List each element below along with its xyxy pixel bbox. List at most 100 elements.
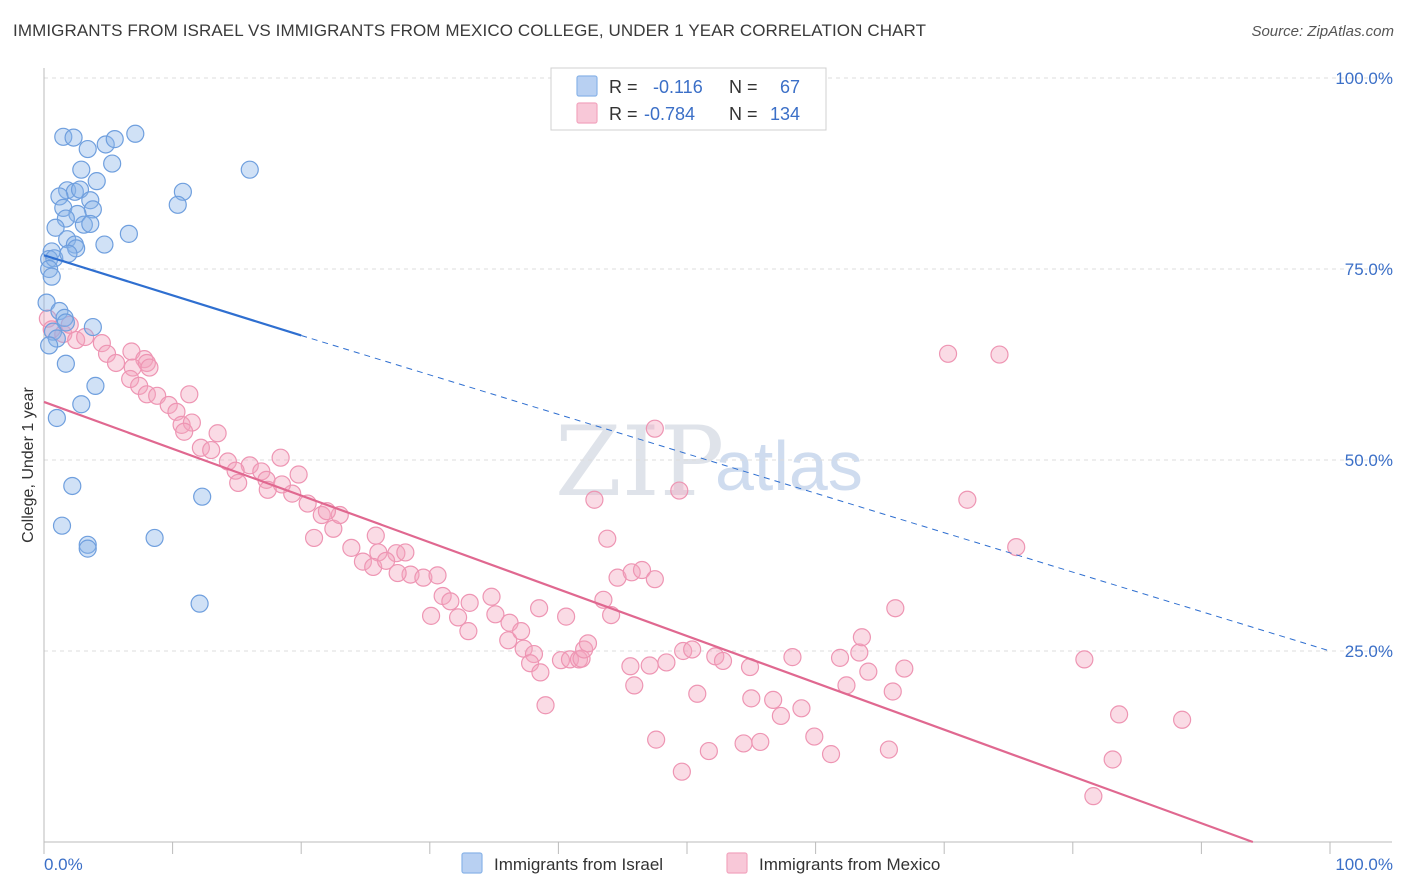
- israel-point: [83, 317, 102, 337]
- mexico-point: [850, 643, 869, 662]
- trend-lines: [43, 254, 1331, 844]
- mexico-point: [342, 538, 361, 557]
- mexico-point: [1109, 705, 1129, 724]
- mexico-point: [990, 345, 1009, 364]
- israel-point: [96, 135, 115, 154]
- mexico-point: [598, 529, 617, 548]
- mexico-point: [883, 682, 902, 701]
- israel-point: [68, 204, 87, 224]
- mexico-point: [121, 369, 140, 389]
- mexico-point: [414, 568, 433, 587]
- mexico-point: [182, 413, 201, 432]
- mexico-point: [632, 560, 652, 580]
- series-legend: Immigrants from Israel Immigrants from M…: [461, 852, 940, 874]
- israel-point: [126, 124, 145, 143]
- mexico-point: [304, 528, 324, 548]
- mexico-point: [699, 741, 718, 761]
- israel-point: [52, 516, 72, 535]
- mexico-point: [859, 662, 878, 681]
- mexico-point: [175, 422, 194, 441]
- mexico-point: [140, 358, 159, 377]
- mexico-point: [585, 490, 604, 509]
- israel-point: [47, 408, 66, 428]
- mexico-point: [657, 653, 676, 672]
- x-tick-label: 100.0%: [1335, 855, 1393, 874]
- mexico-point: [751, 732, 770, 752]
- israel-point: [193, 487, 212, 506]
- israel-point: [72, 395, 91, 414]
- mexico-point: [578, 634, 598, 653]
- mexico-point: [734, 734, 753, 753]
- mexico-point: [460, 593, 479, 612]
- mexico-point: [938, 344, 958, 363]
- israel-point: [95, 235, 114, 254]
- mexico-point: [530, 599, 549, 618]
- chart-title: IMMIGRANTS FROM ISRAEL VS IMMIGRANTS FRO…: [13, 21, 927, 40]
- israel-point: [56, 354, 75, 373]
- y-tick-label: 75.0%: [1345, 260, 1393, 279]
- israel-point: [56, 313, 75, 332]
- mexico-point: [524, 644, 544, 664]
- mexico-point: [683, 640, 702, 659]
- mexico-point: [271, 448, 290, 467]
- israel-point: [78, 539, 97, 558]
- mexico-point: [805, 727, 824, 746]
- mexico-point: [792, 699, 811, 718]
- mexico-point: [283, 484, 302, 503]
- israel-trend-line: [43, 254, 302, 337]
- stats-legend: R = -0.116 N = 67 R = -0.784 N = 134: [550, 67, 827, 131]
- mexico-point: [670, 481, 689, 500]
- israel-point: [105, 130, 124, 149]
- mexico-point: [830, 648, 850, 667]
- mexico-point: [852, 628, 871, 647]
- mexico-point: [208, 424, 227, 443]
- israel-point: [42, 267, 61, 286]
- mexico-point: [879, 740, 899, 759]
- mexico-point: [512, 622, 531, 641]
- israel-point: [103, 154, 122, 173]
- mexico-point: [521, 654, 540, 673]
- mexico-point: [672, 762, 691, 781]
- mexico-point: [895, 659, 914, 678]
- mexico-point: [106, 353, 126, 373]
- israel-point: [86, 376, 105, 395]
- legend-israel-label: Immigrants from Israel: [494, 855, 663, 874]
- israel-trend-extension: [301, 334, 1331, 652]
- israel-point: [119, 224, 138, 243]
- mexico-point: [886, 599, 905, 618]
- mexico-point: [482, 587, 501, 606]
- mexico-point: [531, 663, 550, 682]
- israel-point: [78, 535, 97, 554]
- series-mexico-points: [38, 309, 1192, 806]
- israel-point: [37, 293, 56, 312]
- legend-mexico-swatch: [726, 852, 748, 874]
- mexico-point: [1103, 750, 1122, 769]
- mexico-trend-line: [43, 400, 1254, 844]
- mexico-point: [459, 622, 478, 641]
- mexico-point: [645, 570, 664, 589]
- israel-point: [54, 127, 73, 146]
- mexico-point: [783, 648, 802, 667]
- mexico-point: [441, 592, 460, 611]
- israel-r-value: -0.116: [653, 77, 703, 97]
- mexico-point: [202, 440, 221, 460]
- tick-labels: 25.0% 50.0% 75.0% 100.0% 0.0% 100.0%: [44, 69, 1393, 874]
- israel-point: [47, 329, 66, 348]
- mexico-point: [396, 543, 415, 562]
- mexico-point: [713, 651, 733, 671]
- mexico-point: [376, 551, 396, 570]
- israel-point: [46, 218, 65, 237]
- mexico-point: [353, 552, 373, 571]
- source-credit: Source: ZipAtlas.com: [1251, 23, 1394, 40]
- y-tick-label: 25.0%: [1345, 642, 1393, 661]
- mexico-point: [557, 607, 576, 626]
- mexico-point: [289, 465, 308, 484]
- israel-r-label: R =: [609, 77, 638, 97]
- mexico-point: [421, 606, 441, 625]
- mexico-point: [159, 395, 178, 415]
- israel-point: [63, 476, 82, 496]
- mexico-swatch: [576, 102, 598, 124]
- mexico-point: [229, 473, 248, 493]
- mexico-point: [448, 608, 468, 627]
